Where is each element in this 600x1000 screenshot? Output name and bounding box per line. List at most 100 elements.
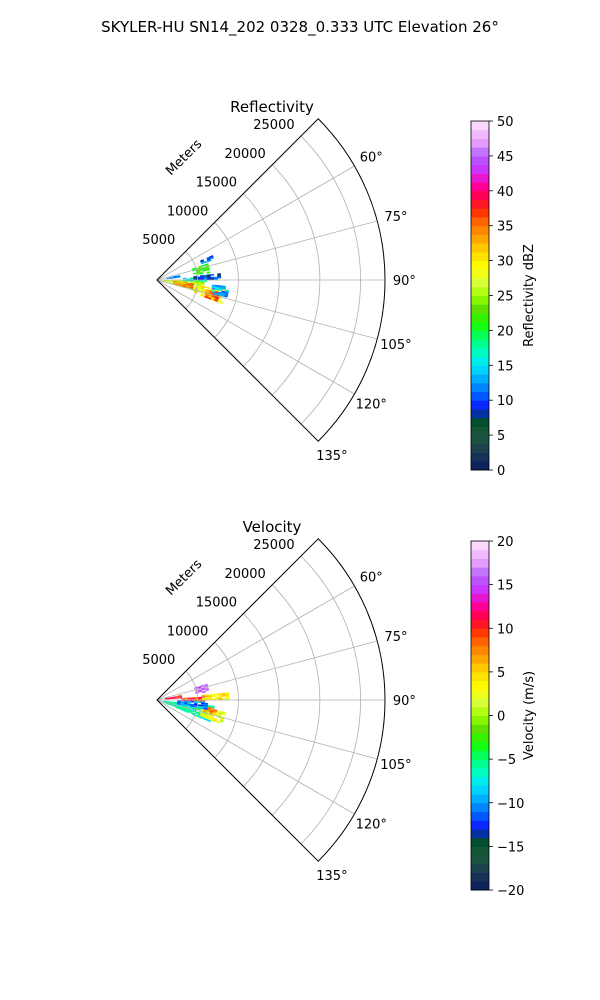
colorbar-segment: [471, 741, 489, 751]
echo-cell: [178, 694, 182, 697]
colorbar-segment: [471, 837, 489, 847]
angular-tick-label: 120°: [356, 818, 387, 833]
colorbar-tick-label: 5: [497, 429, 505, 444]
colorbar-segment: [471, 671, 489, 682]
colorbar-segment: [471, 365, 489, 375]
echo-cell: [201, 700, 206, 702]
colorbar-segment: [471, 147, 489, 157]
echo-cell: [221, 694, 226, 697]
echo-cell: [196, 280, 201, 282]
colorbar-segment: [471, 452, 489, 462]
colorbar-segment: [471, 610, 489, 621]
colorbar-segment: [471, 461, 489, 471]
echo-cell: [211, 695, 216, 698]
colorbar-tick-label: 20: [497, 535, 514, 550]
echo-cell: [197, 701, 202, 703]
colorbar-segment: [471, 645, 489, 655]
echo-cell: [203, 280, 208, 282]
echo-cell: [202, 710, 207, 713]
angular-gridline: [156, 165, 355, 281]
colorbar-segment: [471, 828, 489, 839]
colorbar: −20 −15 −10 −5 0 5 10 15 20 Velocity (m/s): [470, 535, 537, 899]
angular-tick-label: 135°: [316, 869, 347, 884]
echo-cell: [221, 713, 226, 716]
sector-outline: [156, 538, 386, 862]
colorbar-segment: [471, 400, 489, 410]
angular-tick-label: 75°: [384, 210, 407, 225]
echo-cell: [187, 701, 192, 704]
colorbar-segment: [471, 260, 489, 270]
colorbar-segment: [471, 619, 489, 629]
angular-tick-label: 60°: [360, 150, 383, 165]
angular-tick-label: 120°: [356, 398, 387, 413]
colorbar-segment: [471, 776, 489, 786]
colorbar-segment: [471, 269, 489, 279]
echo-cell: [207, 719, 212, 723]
radial-tick-label: 20000: [224, 147, 265, 162]
colorbar-segment: [471, 199, 489, 209]
colorbar-segment: [471, 593, 489, 603]
echo-cell: [214, 693, 219, 696]
colorbar-segment: [471, 321, 489, 331]
radial-tick-label: 10000: [167, 624, 208, 639]
echo-cell: [163, 280, 167, 282]
colorbar-segment: [471, 164, 489, 174]
colorbar-tick-label: 30: [497, 255, 514, 270]
radial-axis-label: Meters: [163, 137, 205, 179]
colorbar-label: Reflectivity dBZ: [522, 244, 537, 347]
radial-axis-label: Meters: [163, 557, 205, 599]
colorbar-segment: [471, 558, 489, 568]
colorbar-segment: [471, 339, 489, 349]
sector-outline: [156, 118, 386, 442]
echo-cell: [204, 260, 209, 264]
colorbar-segment: [471, 173, 489, 183]
colorbar-segment: [471, 208, 489, 218]
radial-tick-label: 10000: [167, 204, 208, 219]
colorbar-segment: [471, 243, 489, 253]
colorbar-segment: [471, 567, 489, 577]
colorbar-tick-label: 35: [497, 220, 514, 235]
colorbar-segment: [471, 872, 489, 882]
angular-gridline: [156, 699, 355, 815]
colorbar-segment: [471, 295, 489, 305]
colorbar-segment: [471, 312, 489, 323]
colorbar-segment: [471, 820, 489, 830]
echo-cell: [186, 280, 191, 282]
echo-cell: [203, 707, 208, 710]
colorbar-segment: [471, 155, 489, 166]
colorbar-segment: [471, 881, 489, 891]
colorbar-segment: [471, 785, 489, 795]
echo-cell: [189, 283, 194, 285]
colorbar-segment: [471, 278, 489, 288]
echo-cell: [209, 256, 215, 260]
echo-cell: [218, 696, 223, 699]
colorbar-segment: [471, 863, 489, 874]
radial-tick-label: 15000: [196, 596, 237, 611]
colorbar-segment: [471, 541, 489, 551]
colorbar-segment: [471, 382, 489, 392]
colorbar-segment: [471, 190, 489, 201]
echo-cell: [202, 690, 206, 693]
echo-cell: [206, 271, 211, 274]
colorbar-segment: [471, 706, 489, 716]
echo-cell: [219, 300, 224, 305]
colorbar-segment: [471, 628, 489, 638]
colorbar-tick-label: −20: [497, 884, 524, 899]
colorbar-tick-label: 0: [497, 710, 505, 725]
colorbar-segment: [471, 182, 489, 192]
colorbar-tick-label: 15: [497, 359, 514, 374]
echo-cell: [201, 264, 206, 267]
colorbar-segment: [471, 121, 489, 131]
colorbar-segment: [471, 408, 489, 419]
colorbar-segment: [471, 732, 489, 743]
colorbar-segment: [471, 225, 489, 235]
echo-cell: [201, 694, 206, 697]
colorbar-segment: [471, 794, 489, 804]
colorbar-segment: [471, 251, 489, 262]
colorbar-segment: [471, 304, 489, 314]
radial-tick-label: 25000: [253, 118, 294, 133]
echo-cell: [165, 703, 170, 706]
echo-cell: [184, 710, 189, 714]
reflectivity-panel: Reflectivity 5000 10000 15000 20000 25000 60° 7…: [142, 98, 537, 479]
colorbar-segment: [471, 584, 489, 594]
